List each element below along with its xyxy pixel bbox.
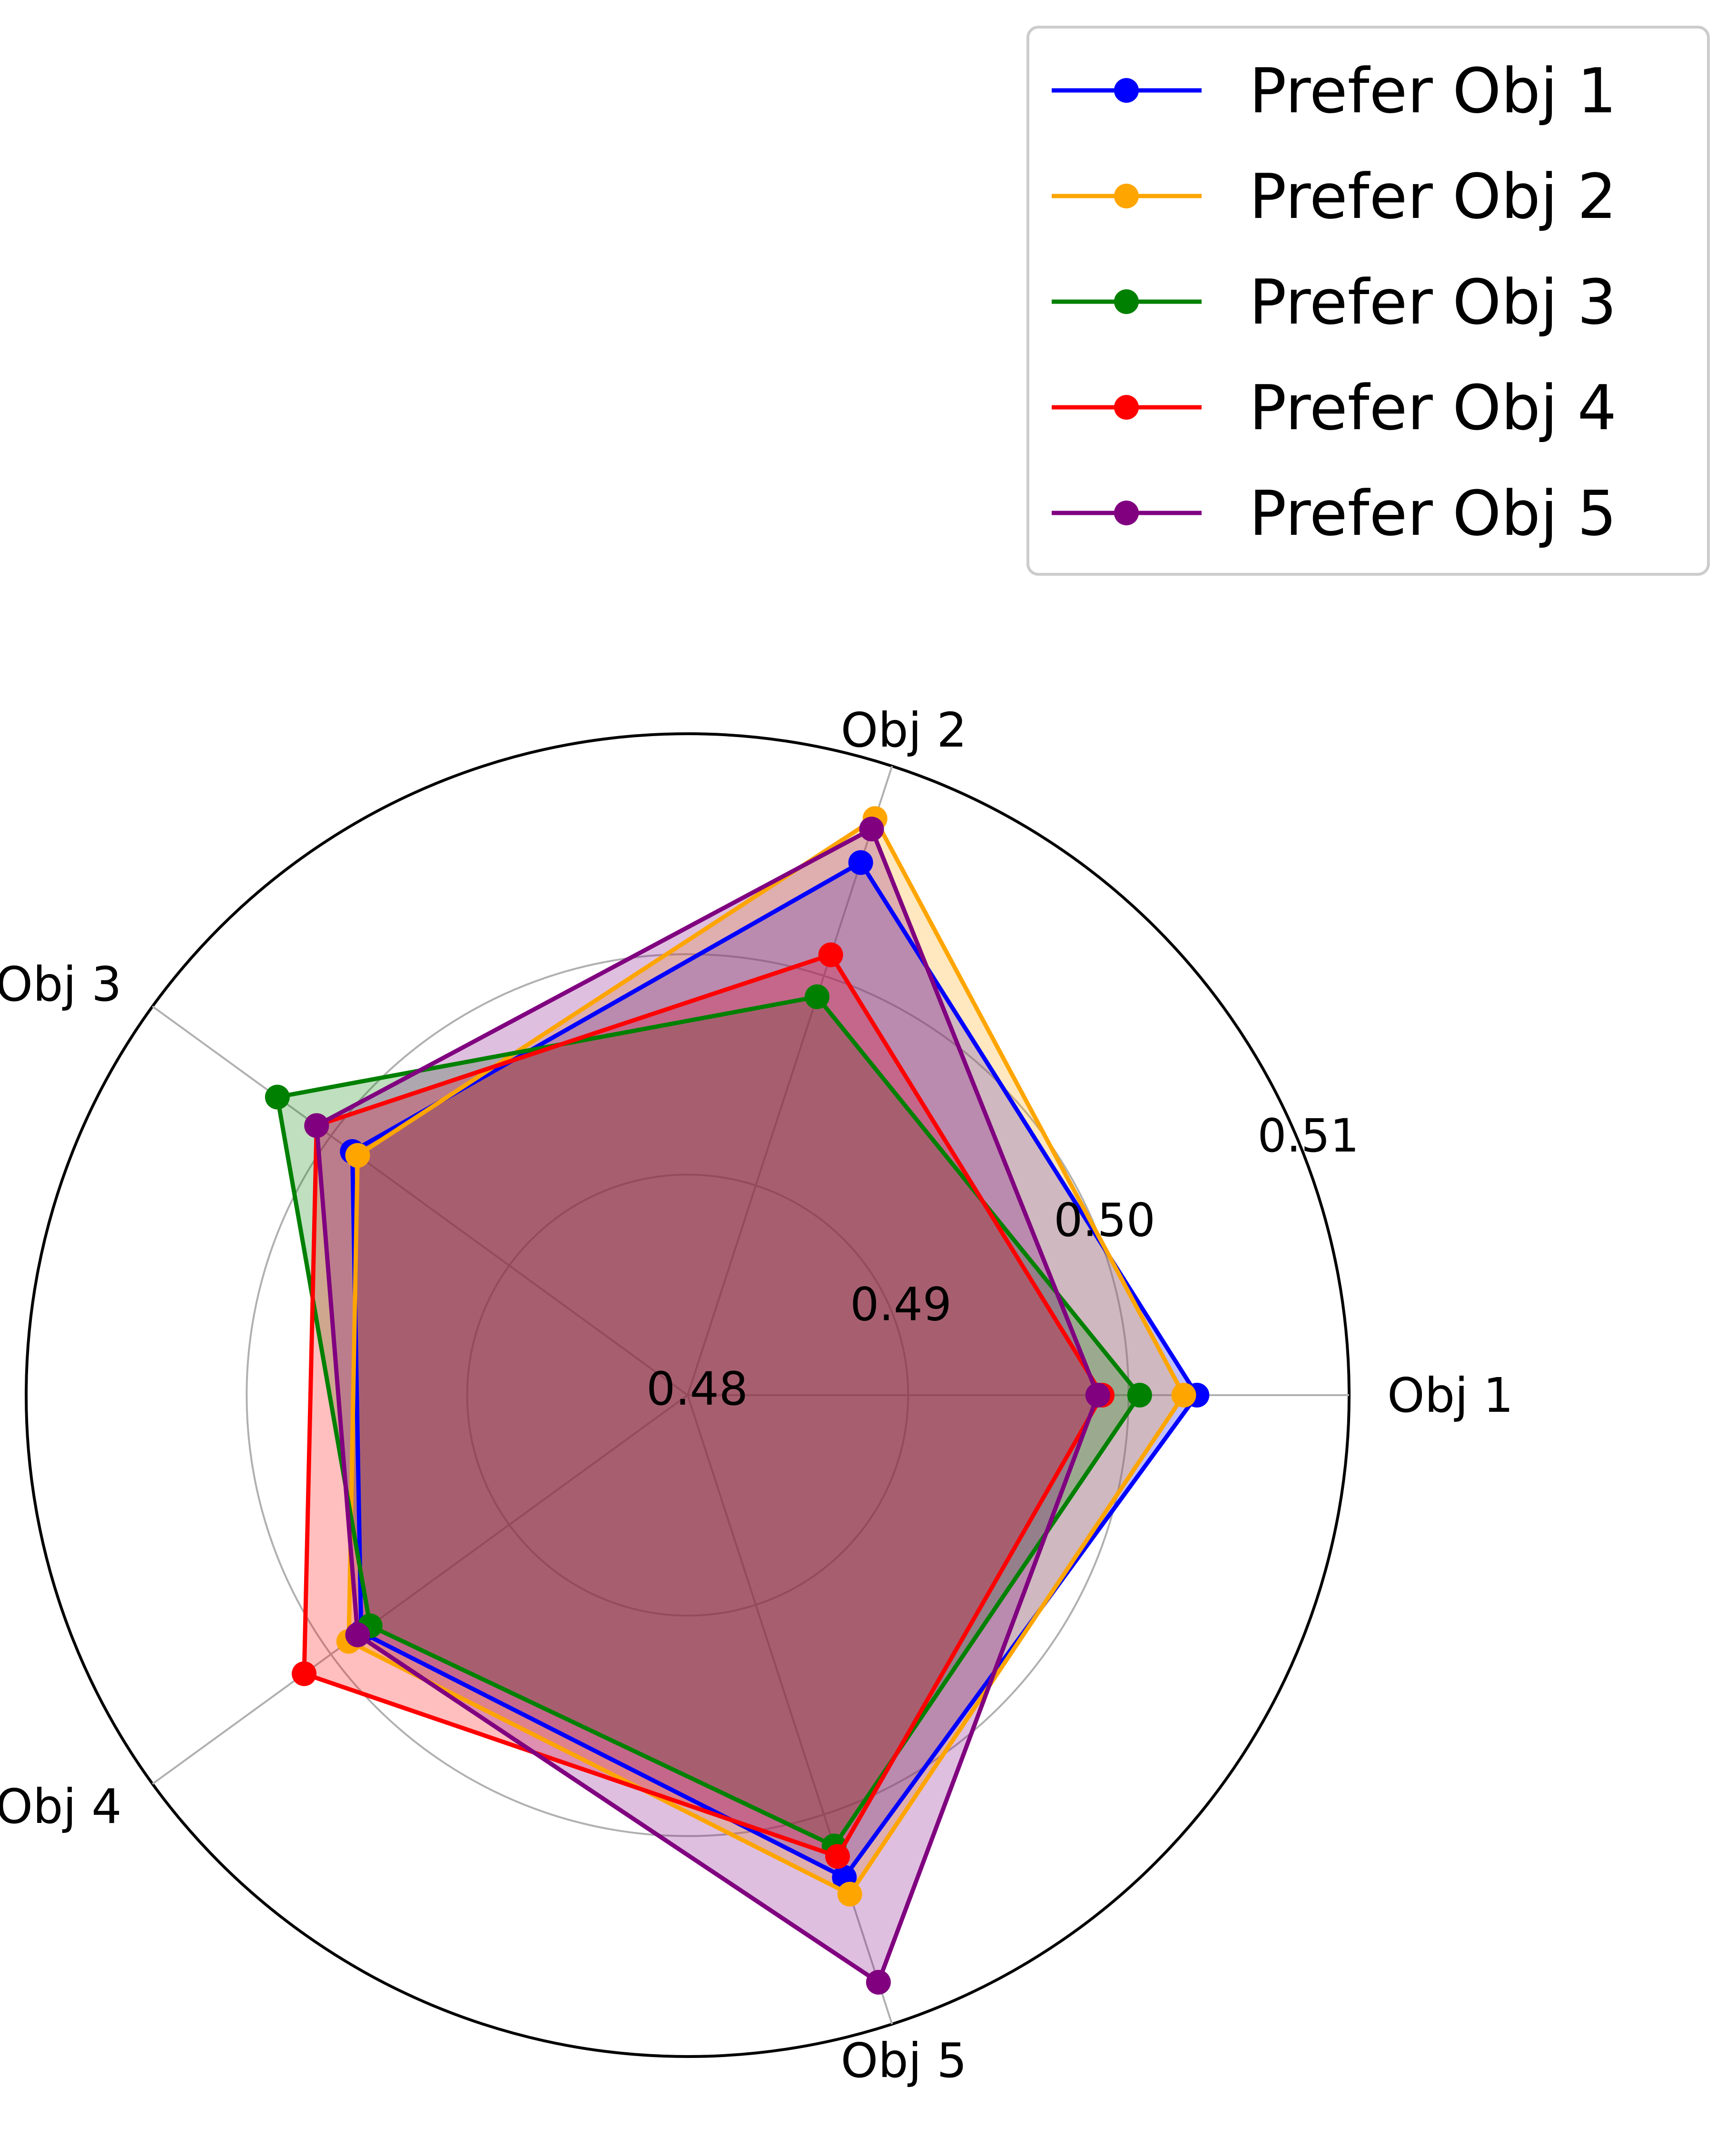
label-layer: Obj 1 Obj 2 Obj 3 Obj 4 Obj 5 0.48 0.49 0.50 0.5… bbox=[0, 702, 1513, 2088]
legend-label: Prefer Obj 1 bbox=[1249, 55, 1617, 127]
legend-label: Prefer Obj 4 bbox=[1249, 372, 1617, 444]
data-point bbox=[292, 1661, 317, 1686]
axis-label: Obj 5 bbox=[841, 2033, 967, 2088]
legend-label: Prefer Obj 5 bbox=[1249, 477, 1617, 550]
series-line bbox=[314, 827, 1100, 1985]
data-point bbox=[1171, 1383, 1196, 1408]
legend-label: Prefer Obj 2 bbox=[1249, 160, 1617, 233]
axis-label: Obj 4 bbox=[0, 1779, 122, 1834]
data-point bbox=[345, 1143, 370, 1168]
series-line bbox=[302, 953, 1105, 1859]
data-point bbox=[1085, 1383, 1110, 1408]
data-point bbox=[1127, 1383, 1152, 1408]
data-point bbox=[859, 817, 884, 842]
data-point bbox=[345, 1622, 370, 1647]
legend-marker bbox=[1114, 78, 1139, 103]
data-point bbox=[304, 1113, 329, 1138]
data-point bbox=[848, 850, 873, 875]
data-point bbox=[265, 1084, 290, 1110]
legend-marker bbox=[1114, 289, 1139, 314]
series-fill bbox=[277, 996, 1140, 1846]
series-layer bbox=[265, 806, 1210, 1995]
radial-tick-label: 0.50 bbox=[1054, 1193, 1155, 1247]
series-line bbox=[346, 816, 1186, 1897]
data-point bbox=[818, 942, 843, 967]
series-fill bbox=[304, 955, 1103, 1857]
spoke bbox=[687, 1395, 893, 2025]
legend-marker bbox=[1114, 184, 1139, 208]
data-point bbox=[805, 984, 830, 1009]
data-point bbox=[837, 1881, 862, 1907]
radial-tick-label: 0.48 bbox=[646, 1362, 748, 1416]
legend-marker bbox=[1114, 501, 1139, 525]
axis-label: Obj 3 bbox=[0, 956, 122, 1012]
polar-grid bbox=[25, 732, 1351, 2058]
axis-label: Obj 2 bbox=[841, 702, 967, 758]
spoke bbox=[152, 1394, 689, 1785]
radial-tick-label: 0.51 bbox=[1257, 1109, 1359, 1162]
legend-frame bbox=[1026, 26, 1710, 576]
radial-tick-label: 0.49 bbox=[850, 1278, 952, 1331]
data-point bbox=[825, 1844, 850, 1869]
legend-label: Prefer Obj 3 bbox=[1249, 266, 1617, 338]
axis-label: Obj 1 bbox=[1387, 1368, 1513, 1423]
spoke bbox=[152, 1005, 689, 1396]
series-line bbox=[350, 860, 1199, 1880]
legend-marker bbox=[1114, 395, 1139, 420]
data-point bbox=[866, 1969, 891, 1995]
legend: Prefer Obj 1 Prefer Obj 2 Prefer Obj 3 Pref… bbox=[1026, 26, 1710, 576]
